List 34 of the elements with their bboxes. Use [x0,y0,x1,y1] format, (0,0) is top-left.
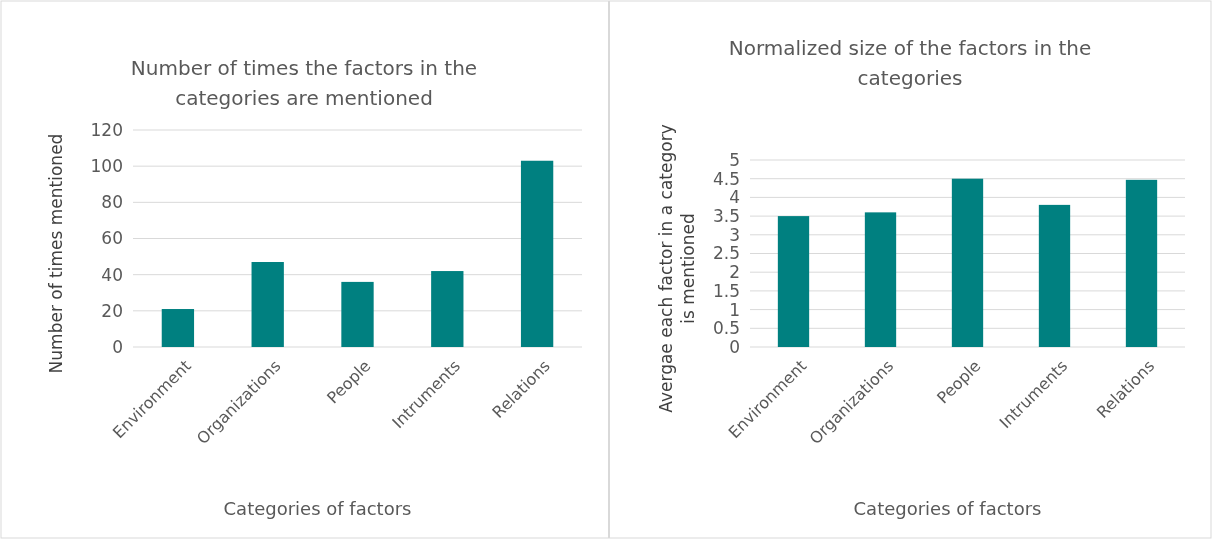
y-tick-label: 120 [90,119,123,140]
bar [1125,179,1158,347]
y-tick-label: 4.5 [712,168,740,189]
y-axis-title: Avergae each factor in a category is mentioned [656,124,698,413]
x-axis-title: Categories of factors [223,498,412,519]
y-tick-label: 2 [729,262,740,283]
y-tick-label: 100 [90,156,123,177]
y-tick-label: 4 [729,187,740,208]
y-tick-label: 1.5 [712,280,740,301]
bar [431,271,464,347]
y-tick-label: 0 [729,336,740,357]
y-tick-label: 3.5 [712,206,740,227]
bar [341,281,374,347]
chart-title: Normalized size of the factors in the categories [728,36,1092,90]
y-tick-label: 2.5 [712,243,740,264]
bar [161,309,195,347]
bar [951,178,984,347]
y-tick-label: 0 [112,336,123,357]
y-tick-label: 5 [729,149,740,170]
y-axis-title: Number of times mentioned [46,133,66,374]
y-tick-label: 40 [101,264,123,285]
y-tick-label: 0.5 [712,318,740,339]
bar [251,262,284,347]
y-tick-label: 20 [101,300,123,321]
y-tick-label: 80 [101,192,123,213]
x-axis-title: Categories of factors [853,498,1042,519]
y-tick-label: 60 [101,228,123,249]
bar [777,216,810,347]
y-tick-label: 1 [729,299,740,320]
bar [1038,204,1071,347]
y-tick-label: 3 [729,224,740,245]
bar [864,212,897,347]
bar [520,160,554,347]
chart-title: Number of times the factors in the categories are mentioned [130,56,478,110]
